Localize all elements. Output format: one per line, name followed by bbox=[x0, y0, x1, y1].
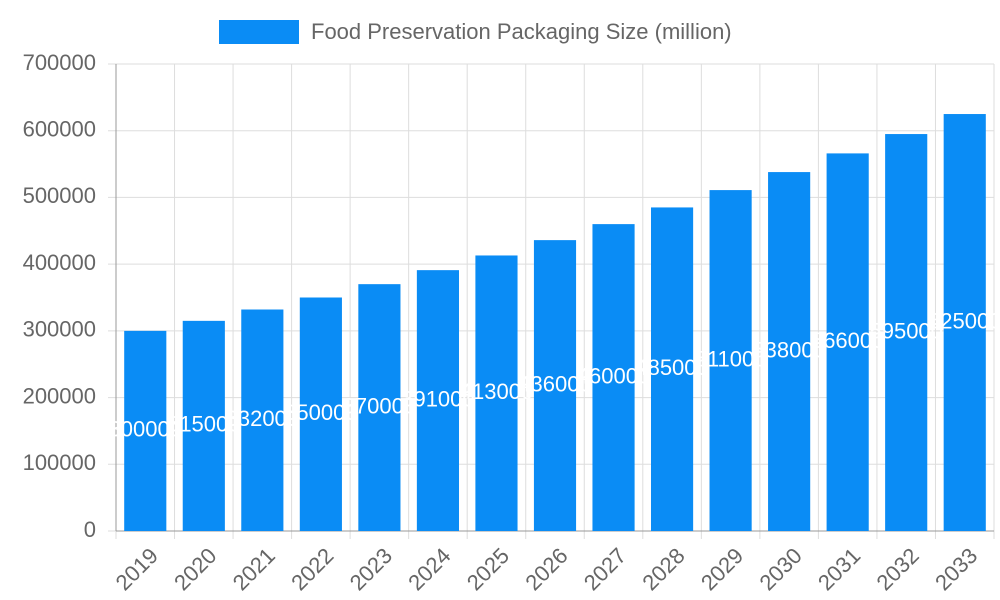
bar bbox=[943, 114, 986, 532]
bar bbox=[124, 330, 167, 531]
data-label: 460000 bbox=[577, 363, 650, 388]
x-tick-label: 2028 bbox=[637, 543, 689, 595]
bar bbox=[592, 224, 635, 531]
x-tick-label: 2025 bbox=[462, 543, 514, 595]
x-tick-label: 2021 bbox=[228, 543, 280, 595]
y-tick-label: 600000 bbox=[23, 117, 96, 142]
bar bbox=[533, 240, 577, 531]
legend-label: Food Preservation Packaging Size (millio… bbox=[311, 19, 732, 44]
data-label: 595000 bbox=[869, 318, 942, 343]
legend-swatch bbox=[219, 20, 299, 44]
y-tick-label: 700000 bbox=[23, 50, 96, 75]
bar bbox=[768, 172, 811, 531]
bar bbox=[299, 297, 342, 531]
x-tick-label: 2027 bbox=[579, 543, 631, 595]
data-label: 485000 bbox=[635, 355, 708, 380]
y-tick-label: 0 bbox=[84, 517, 96, 542]
bar bbox=[182, 320, 225, 531]
data-label: 370000 bbox=[343, 393, 416, 418]
x-tick-label: 2023 bbox=[345, 543, 397, 595]
x-tick-label: 2032 bbox=[872, 543, 924, 595]
data-label: 350000 bbox=[284, 400, 357, 425]
y-tick-label: 500000 bbox=[23, 183, 96, 208]
y-tick-label: 100000 bbox=[23, 450, 96, 475]
x-tick-label: 2019 bbox=[111, 543, 163, 595]
data-label: 391000 bbox=[401, 386, 474, 411]
bar bbox=[709, 190, 752, 531]
bar bbox=[885, 134, 928, 532]
bar bbox=[358, 284, 401, 531]
x-tick-label: 2030 bbox=[754, 543, 806, 595]
x-tick-label: 2029 bbox=[696, 543, 748, 595]
x-tick-label: 2024 bbox=[403, 543, 455, 595]
x-tick-label: 2026 bbox=[520, 543, 572, 595]
data-label: 538000 bbox=[752, 337, 825, 362]
data-label: 332000 bbox=[226, 406, 299, 431]
bar bbox=[826, 153, 869, 531]
data-label: 511000 bbox=[695, 346, 767, 371]
x-tick-label: 2033 bbox=[930, 543, 982, 595]
bar bbox=[416, 270, 460, 531]
x-tick-label: 2022 bbox=[286, 543, 338, 595]
x-tick-label: 2031 bbox=[813, 543, 865, 595]
data-label: 566000 bbox=[811, 328, 884, 353]
data-label: 413000 bbox=[460, 379, 533, 404]
data-label: 300000 bbox=[109, 417, 182, 442]
data-label: 436000 bbox=[518, 371, 591, 396]
x-tick-label: 2020 bbox=[169, 543, 221, 595]
data-label: 625000 bbox=[928, 308, 1000, 333]
data-label: 315000 bbox=[167, 412, 240, 437]
y-tick-label: 200000 bbox=[23, 383, 96, 408]
y-tick-label: 400000 bbox=[23, 250, 96, 275]
bar bbox=[475, 255, 518, 531]
bar bbox=[650, 207, 694, 531]
y-tick-label: 300000 bbox=[23, 317, 96, 342]
bar bbox=[241, 309, 284, 531]
